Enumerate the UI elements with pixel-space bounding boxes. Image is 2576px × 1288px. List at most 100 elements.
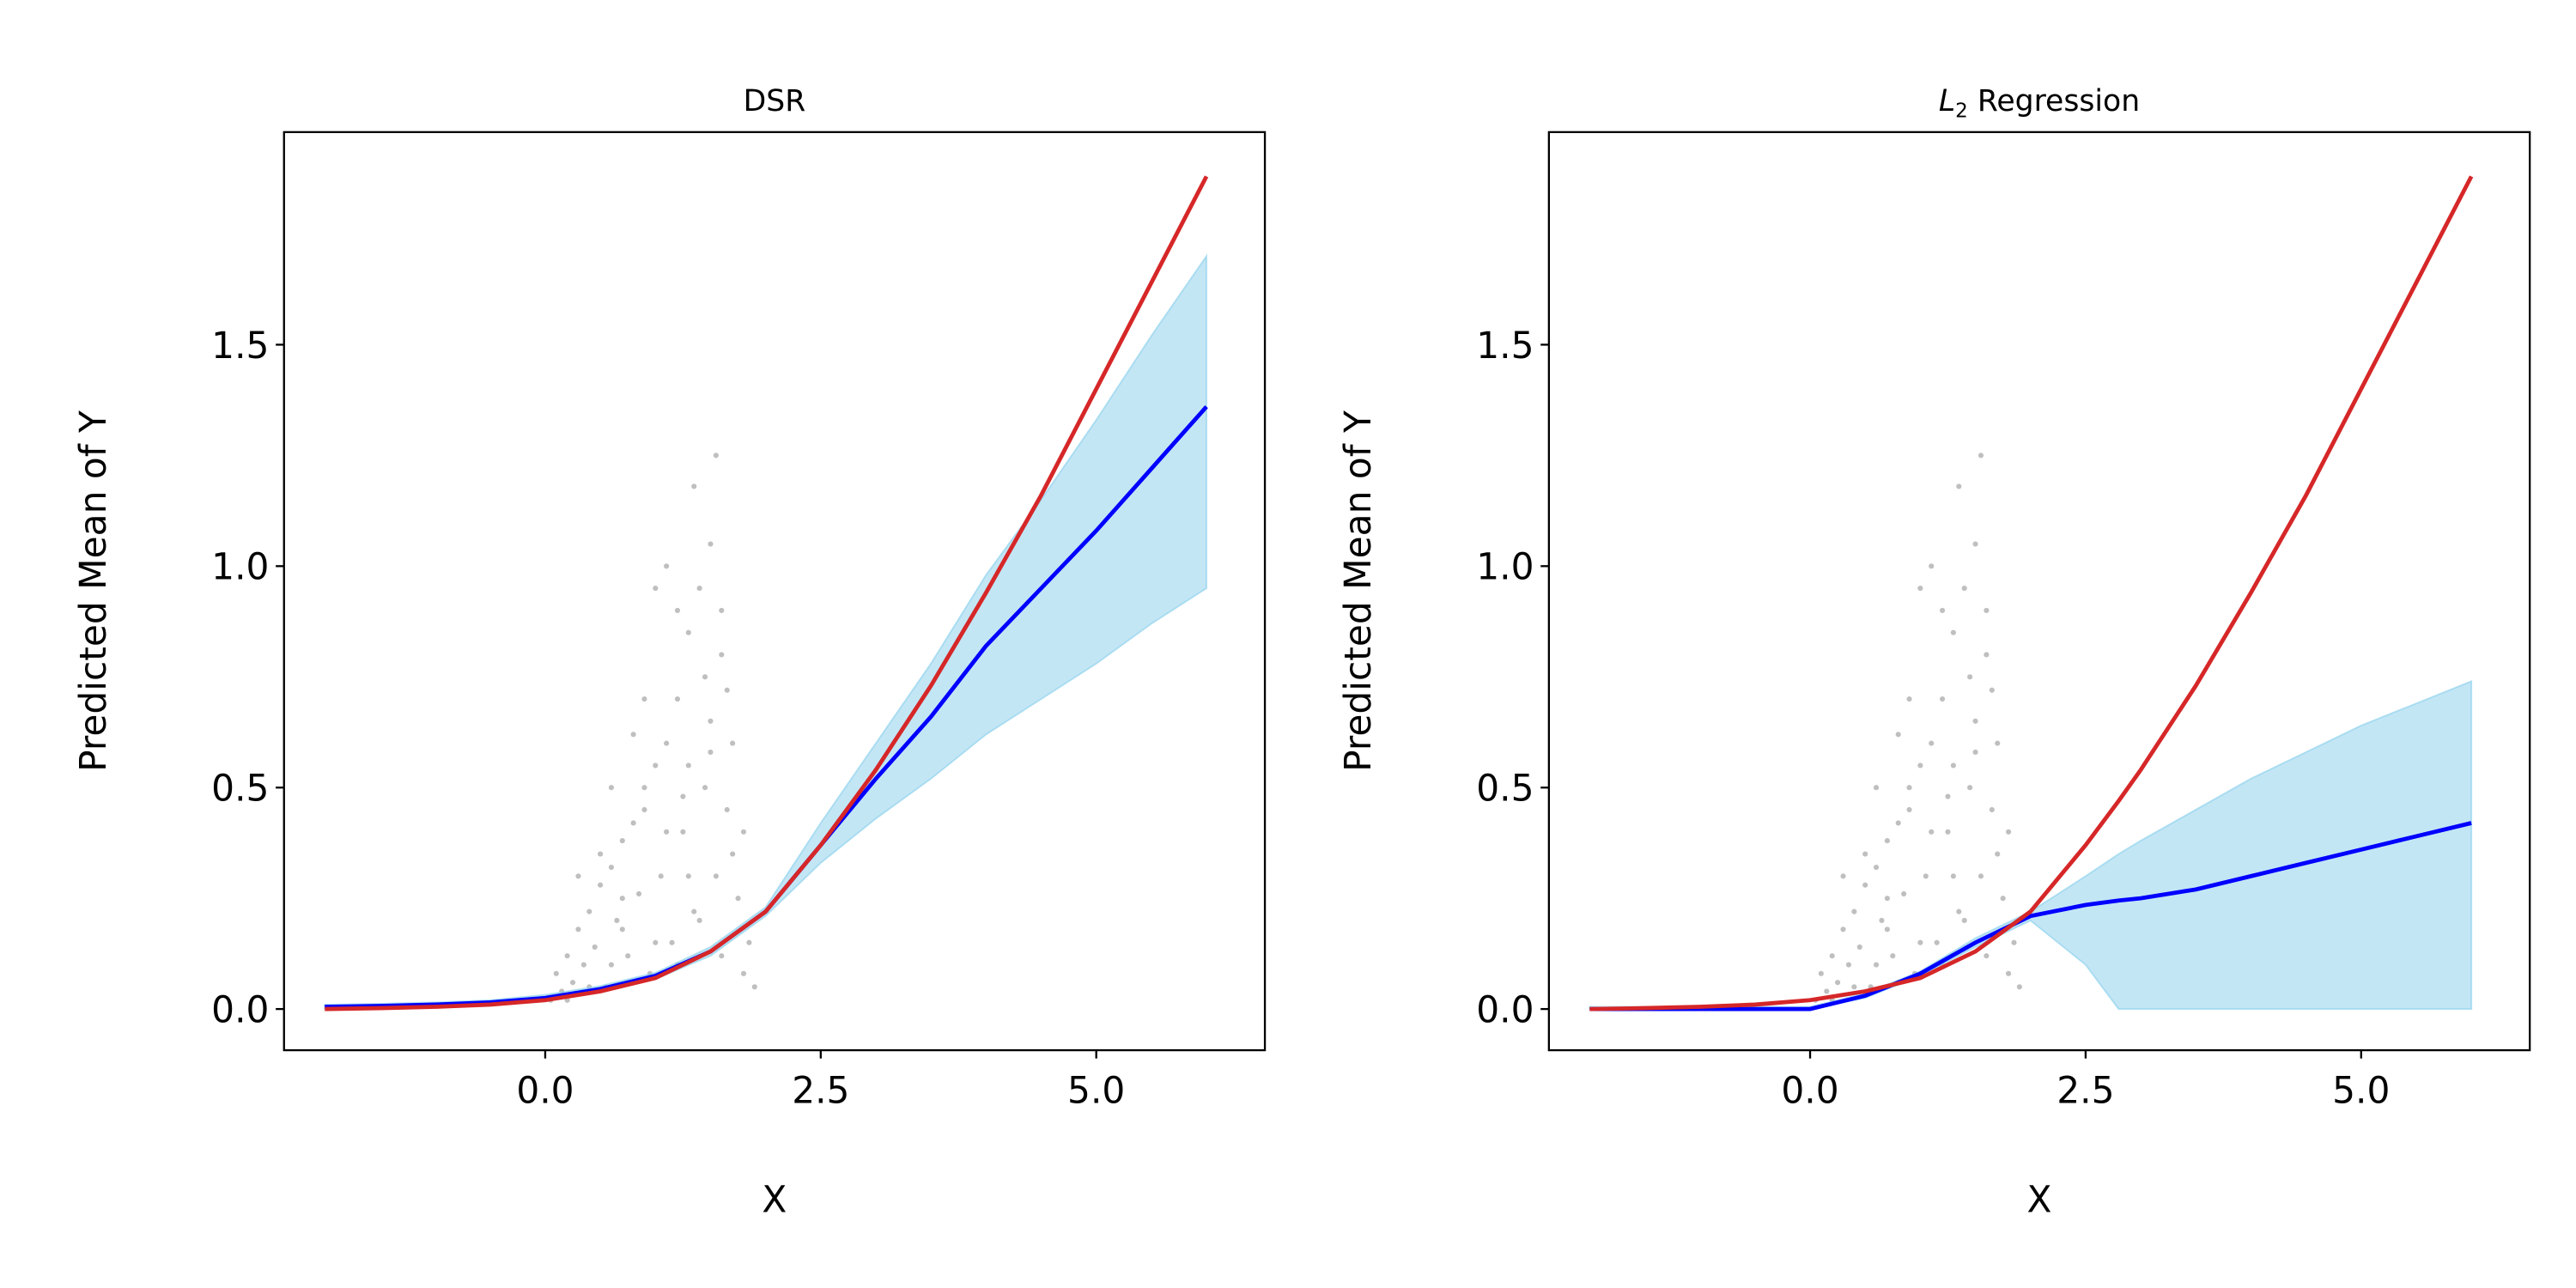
scatter-point bbox=[641, 696, 647, 702]
scatter-point bbox=[691, 483, 697, 489]
scatter-point bbox=[1818, 970, 1824, 976]
scatter-point bbox=[724, 806, 730, 813]
panel-2: 0.0 2.5 5.0 0.0 0.5 1.0 1.5 X Predicted Mean of … bbox=[1337, 84, 2531, 1221]
scatter-point bbox=[1929, 740, 1935, 746]
scatter-point bbox=[1862, 882, 1868, 888]
scatter-point bbox=[730, 851, 736, 857]
scatter-point bbox=[1879, 917, 1885, 924]
scatter-point bbox=[669, 939, 675, 945]
chart-title: DSR bbox=[744, 84, 806, 118]
scatter-point bbox=[713, 873, 719, 879]
scatter-point bbox=[708, 541, 714, 547]
x-tick-label: 5.0 bbox=[2332, 1070, 2390, 1112]
scatter-point bbox=[1862, 851, 1868, 857]
title-rest: Regression bbox=[1968, 84, 2140, 118]
title-variable: L bbox=[1939, 84, 1955, 118]
scatter-point bbox=[653, 762, 659, 769]
scatter-point bbox=[1929, 829, 1935, 835]
scatter-point bbox=[608, 864, 615, 871]
scatter-point bbox=[592, 944, 598, 950]
scatter-point bbox=[1978, 453, 1984, 459]
axes-frame bbox=[1547, 131, 2531, 1052]
y-tick-label: 1.0 bbox=[211, 546, 269, 588]
scatter-point bbox=[2005, 829, 2012, 835]
scatter-point bbox=[1906, 785, 1912, 791]
scatter-point bbox=[619, 838, 625, 844]
scatter-point bbox=[1917, 586, 1923, 592]
scatter-point bbox=[746, 939, 752, 945]
scatter-point bbox=[1939, 696, 1946, 702]
scatter-point bbox=[1972, 749, 1978, 756]
y-axis-label: Predicted Mean of Y bbox=[72, 410, 114, 772]
true-mean-line bbox=[1589, 175, 2474, 1012]
title-subscript: 2 bbox=[1955, 100, 1968, 123]
scatter-points bbox=[1813, 453, 2022, 1003]
y-tick-label: 0.5 bbox=[1476, 768, 1534, 810]
chart-title: L2 Regression bbox=[1939, 84, 2140, 123]
scatter-point bbox=[598, 882, 604, 888]
scatter-point bbox=[1989, 806, 1995, 813]
scatter-point bbox=[1978, 873, 1984, 879]
scatter-point bbox=[1995, 851, 2001, 857]
scatter-point bbox=[1851, 908, 1857, 914]
scatter-point bbox=[1956, 483, 1962, 489]
scatter-point bbox=[1890, 953, 1896, 959]
scatter-point bbox=[691, 908, 697, 914]
scatter-point bbox=[598, 851, 604, 857]
predicted-mean-line bbox=[1589, 821, 2472, 1012]
scatter-point bbox=[575, 927, 581, 933]
scatter-point bbox=[608, 785, 615, 791]
scatter-point bbox=[719, 953, 725, 959]
scatter-point bbox=[1967, 674, 1973, 680]
scatter-point bbox=[569, 980, 576, 986]
scatter-point bbox=[1961, 586, 1967, 592]
scatter-point bbox=[575, 873, 581, 879]
confidence-band bbox=[1589, 680, 2473, 1011]
true-mean-line bbox=[325, 175, 1209, 1012]
scatter-point bbox=[1884, 927, 1890, 933]
scatter-point bbox=[1989, 687, 1995, 693]
scatter-point bbox=[1840, 927, 1846, 933]
scatter-point bbox=[1840, 873, 1846, 879]
scatter-point bbox=[630, 732, 636, 738]
scatter-point bbox=[1984, 953, 1990, 959]
scatter-point bbox=[1835, 980, 1841, 986]
scatter-point bbox=[1824, 988, 1830, 994]
scatter-point bbox=[708, 749, 714, 756]
scatter-point bbox=[680, 793, 686, 799]
scatter-point bbox=[1845, 962, 1852, 968]
x-tick-label: 0.0 bbox=[1781, 1070, 1838, 1112]
scatter-point bbox=[1972, 718, 1978, 724]
x-tick-label: 5.0 bbox=[1067, 1070, 1125, 1112]
scatter-point bbox=[619, 896, 625, 902]
scatter-point bbox=[608, 962, 615, 968]
scatter-point bbox=[1906, 696, 1912, 702]
y-tick-label: 0.0 bbox=[1476, 988, 1534, 1030]
scatter-point bbox=[1945, 829, 1951, 835]
axes-frame bbox=[283, 131, 1267, 1052]
scatter-point bbox=[664, 740, 670, 746]
x-axis-label: X bbox=[2027, 1179, 2052, 1221]
scatter-point bbox=[719, 607, 725, 613]
scatter-point bbox=[564, 953, 570, 959]
x-tick-label: 2.5 bbox=[2057, 1070, 2114, 1112]
scatter-point bbox=[619, 927, 625, 933]
scatter-point bbox=[2016, 984, 2022, 990]
scatter-point bbox=[2000, 896, 2006, 902]
scatter-point bbox=[708, 718, 714, 724]
scatter-point bbox=[1895, 820, 1901, 826]
scatter-point bbox=[713, 453, 719, 459]
panel-1: 0.0 2.5 5.0 0.0 0.5 1.0 1.5 X Predicted Mean of … bbox=[72, 84, 1267, 1221]
scatter-point bbox=[641, 806, 647, 813]
scatter-point bbox=[1967, 785, 1973, 791]
y-tick-label: 0.0 bbox=[211, 988, 269, 1030]
confidence-band bbox=[324, 253, 1208, 1011]
scatter-point bbox=[1939, 607, 1946, 613]
scatter-point bbox=[1961, 917, 1967, 924]
scatter-point bbox=[1873, 962, 1880, 968]
scatter-point bbox=[740, 829, 747, 835]
x-tick-label: 0.0 bbox=[516, 1070, 574, 1112]
scatter-point bbox=[2005, 970, 2012, 976]
scatter-point bbox=[1901, 890, 1907, 897]
scatter-point bbox=[1884, 838, 1890, 844]
